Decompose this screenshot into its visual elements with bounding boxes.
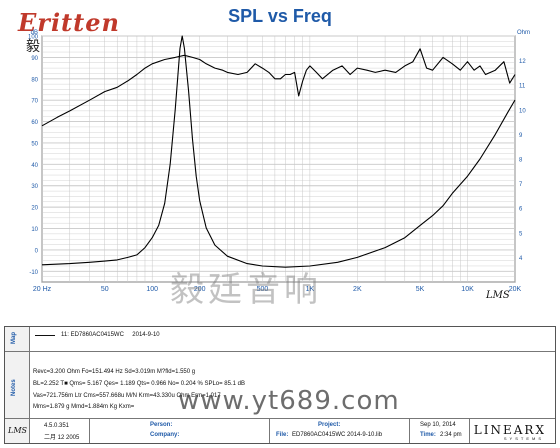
- y-right-tick-label: 12: [519, 59, 526, 65]
- x-tick-label: 500: [257, 286, 269, 293]
- footer-logo-cell: LMS: [5, 419, 29, 443]
- y-right-tick-label: 7: [519, 182, 523, 188]
- x-tick-label: 1K: [306, 286, 315, 293]
- linearx-logo: LINEARX: [473, 423, 546, 437]
- impedance-curve: [41, 35, 516, 268]
- file-label: File:: [276, 432, 289, 438]
- y-left-tick-label: 50: [31, 141, 38, 147]
- map-section-label: Map: [11, 332, 17, 344]
- y-right-tick-label: 5: [519, 231, 523, 237]
- section-divider: [5, 351, 555, 352]
- y-left-tick-label: 10: [31, 227, 38, 233]
- logo-wordmark: Eritten: [18, 8, 120, 37]
- y-right-tick-label: 11: [519, 84, 526, 90]
- watermark-url: www.yt689.com: [178, 386, 400, 416]
- brand-cell: LINEARX SYSTEMS: [469, 419, 556, 443]
- y-right-tick-label: 9: [519, 133, 523, 139]
- notes-line-2: BL=2.252 T■ Qms= 5.167 Qes= 1.189 Qts= 0…: [33, 381, 245, 387]
- lms-badge: LMS: [486, 290, 510, 301]
- x-tick-label: 20 Hz: [33, 286, 52, 293]
- section-divider: [5, 418, 555, 419]
- footer-lms-logo: LMS: [8, 426, 27, 435]
- y-right-axis-unit: Ohm: [517, 30, 530, 36]
- person-cell: Person: Company:: [89, 419, 270, 443]
- date-value: Sep 10, 2014: [420, 422, 456, 428]
- y-left-tick-label: 30: [31, 184, 38, 190]
- project-cell: Project: File: ED7860AC0415WC 2014-9-10.…: [269, 419, 410, 443]
- x-tick-label: 100: [146, 286, 158, 293]
- x-tick-label: 2K: [353, 286, 362, 293]
- footer-row: LMS 4.5.0.351 二月 12 2005 Person: Company…: [5, 419, 555, 443]
- watermark-text: 毅廷音响: [170, 270, 322, 310]
- legend-line-swatch: [35, 335, 55, 336]
- notes-line-1: Revc=3.200 Ohm Fo=151.494 Hz Sd=3.019m M…: [33, 369, 196, 375]
- map-section-tab: Map: [5, 327, 30, 351]
- notes-line-4: Mms=1.879 g Mmd=1.884m Kg Kxm=: [33, 404, 135, 410]
- y-right-tick-label: 10: [519, 108, 526, 114]
- spl-chart: 20 Hz 50 100 200 500 1K 2K 5K 10K 20K -10 0 10 20 30 40…: [28, 30, 530, 293]
- project-label: Project:: [318, 422, 341, 428]
- y-left-tick-label: 40: [31, 163, 38, 169]
- x-tick-label: 5K: [416, 286, 425, 293]
- info-panel: Map 11: ED7860AC0415WC 2014-9-10 Notes R…: [4, 326, 556, 444]
- y-right-tick-label: 4: [519, 256, 523, 262]
- x-tick-label: 50: [101, 286, 109, 293]
- version-number: 4.5.0.351: [44, 423, 70, 429]
- y-left-tick-label: 60: [31, 120, 38, 126]
- person-label: Person:: [150, 422, 173, 428]
- x-tick-label: 200: [194, 286, 206, 293]
- y-left-tick-label: 100: [28, 35, 39, 41]
- version-cell: 4.5.0.351 二月 12 2005: [29, 419, 90, 443]
- time-label: Time:: [420, 432, 436, 438]
- y-left-tick-label: 0: [35, 248, 39, 254]
- date-cell: Sep 10, 2014 Time: 2:34 pm: [409, 419, 470, 443]
- notes-line-3: Vas=721.756m Ltr Cms=557.668u M/N Krm=43…: [33, 393, 221, 399]
- y-right-tick-label: 6: [519, 207, 523, 213]
- y-right-tick-label: 8: [519, 158, 523, 164]
- time-value: 2:34 pm: [440, 432, 462, 438]
- x-tick-label: 20K: [509, 286, 522, 293]
- version-date: 二月 12 2005: [44, 435, 80, 441]
- spl-curve: [41, 48, 516, 127]
- y-left-axis-unit: dB: [31, 30, 38, 36]
- y-left-tick-label: 20: [31, 206, 38, 212]
- y-left-tick-label: 90: [31, 56, 38, 62]
- notes-section-label: Notes: [11, 379, 17, 396]
- notes-section-tab: Notes: [5, 352, 30, 418]
- company-label: Company:: [150, 432, 180, 438]
- y-left-tick-label: 80: [31, 77, 38, 83]
- x-tick-label: 10K: [461, 286, 474, 293]
- chart-title: SPL vs Freq: [228, 6, 332, 26]
- linearx-subtitle: SYSTEMS: [503, 436, 544, 441]
- legend-entry: 11: ED7860AC0415WC 2014-9-10: [61, 332, 160, 338]
- y-left-tick-label: 70: [31, 99, 38, 105]
- file-value: ED7860AC0415WC 2014-9-10.lib: [292, 432, 383, 438]
- y-left-tick-label: -10: [29, 270, 38, 276]
